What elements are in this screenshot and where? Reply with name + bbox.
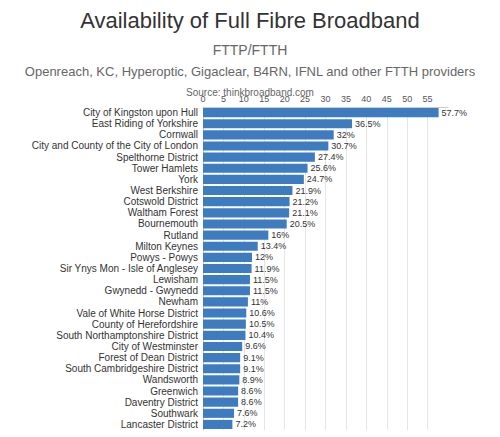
svg-text:11.9%: 11.9%	[255, 264, 280, 274]
svg-text:0: 0	[200, 93, 206, 104]
svg-text:36.5%: 36.5%	[355, 119, 381, 129]
svg-text:West Berkshire: West Berkshire	[130, 185, 198, 196]
svg-text:Daventry District: Daventry District	[125, 397, 199, 408]
svg-text:9.1%: 9.1%	[243, 353, 264, 363]
svg-text:7.2%: 7.2%	[235, 419, 256, 429]
svg-text:7.6%: 7.6%	[237, 408, 258, 418]
svg-text:8.9%: 8.9%	[242, 375, 263, 385]
svg-text:11%: 11%	[251, 297, 268, 307]
svg-text:Waltham Forest: Waltham Forest	[128, 207, 198, 218]
svg-text:Wandsworth: Wandsworth	[143, 374, 198, 385]
svg-text:East Riding of Yorkshire: East Riding of Yorkshire	[92, 118, 199, 129]
svg-text:Bournemouth: Bournemouth	[138, 218, 198, 229]
svg-text:25.6%: 25.6%	[311, 163, 337, 173]
svg-text:10: 10	[238, 93, 249, 104]
svg-text:8.6%: 8.6%	[241, 397, 262, 407]
svg-text:Powys - Powys: Powys - Powys	[130, 252, 198, 263]
svg-text:25: 25	[300, 93, 311, 104]
svg-text:20: 20	[279, 93, 290, 104]
svg-text:York: York	[178, 174, 199, 185]
svg-text:13.4%: 13.4%	[261, 241, 287, 251]
svg-text:Openreach, KC, Hyperoptic, Gig: Openreach, KC, Hyperoptic, Gigaclear, B4…	[25, 64, 476, 79]
svg-text:35: 35	[341, 94, 351, 104]
svg-text:9.1%: 9.1%	[243, 364, 264, 374]
svg-text:Newham: Newham	[159, 296, 198, 307]
svg-text:Source: thinkbroadband.com: Source: thinkbroadband.com	[186, 87, 314, 98]
svg-text:40: 40	[361, 94, 371, 104]
svg-text:21.1%: 21.1%	[292, 208, 318, 218]
svg-text:South Cambridgeshire District: South Cambridgeshire District	[65, 363, 198, 374]
svg-text:30.7%: 30.7%	[331, 141, 357, 151]
svg-text:9.6%: 9.6%	[245, 341, 266, 351]
svg-text:20.5%: 20.5%	[290, 219, 316, 229]
svg-text:Rutland: Rutland	[164, 230, 198, 241]
svg-text:32%: 32%	[337, 130, 355, 140]
svg-text:Gwynedd - Gwynedd: Gwynedd - Gwynedd	[105, 285, 198, 296]
svg-text:10.5%: 10.5%	[249, 319, 275, 329]
svg-text:15: 15	[259, 93, 270, 104]
svg-text:27.4%: 27.4%	[318, 152, 344, 162]
svg-text:Vale of White Horse District: Vale of White Horse District	[76, 308, 198, 319]
svg-text:Forest of Dean District: Forest of Dean District	[99, 352, 199, 363]
svg-text:City and County of the City of: City and County of the City of London	[32, 140, 198, 151]
svg-text:City of Westminster: City of Westminster	[112, 341, 199, 352]
svg-text:16%: 16%	[271, 230, 289, 240]
svg-text:Cornwall: Cornwall	[159, 129, 198, 140]
svg-text:5: 5	[220, 93, 226, 104]
svg-text:Spelthorne District: Spelthorne District	[116, 152, 198, 163]
svg-text:South Northamptonshire Distric: South Northamptonshire District	[56, 330, 198, 341]
svg-text:50: 50	[402, 94, 412, 104]
svg-text:Availability of Full Fibre Bro: Availability of Full Fibre Broadband	[80, 8, 420, 33]
svg-text:Sir Ynys Mon - Isle of Anglese: Sir Ynys Mon - Isle of Anglesey	[60, 263, 198, 274]
svg-text:Southwark: Southwark	[151, 408, 199, 419]
svg-text:10.4%: 10.4%	[248, 330, 274, 340]
svg-text:10.6%: 10.6%	[249, 308, 275, 318]
svg-text:21.9%: 21.9%	[295, 186, 321, 196]
svg-text:8.6%: 8.6%	[241, 386, 262, 396]
svg-text:Cotswold District: Cotswold District	[124, 196, 199, 207]
svg-text:21.2%: 21.2%	[293, 197, 319, 207]
svg-text:11.5%: 11.5%	[253, 275, 278, 285]
svg-text:City of Kingston upon Hull: City of Kingston upon Hull	[83, 107, 198, 118]
svg-text:11.5%: 11.5%	[253, 286, 278, 296]
svg-text:30: 30	[320, 94, 330, 104]
svg-text:45: 45	[382, 94, 392, 104]
svg-text:Greenwich: Greenwich	[150, 386, 198, 397]
svg-text:12%: 12%	[255, 252, 273, 262]
svg-text:Tower Hamlets: Tower Hamlets	[132, 163, 198, 174]
svg-text:Milton Keynes: Milton Keynes	[135, 241, 198, 252]
svg-text:County of Herefordshire: County of Herefordshire	[92, 319, 199, 330]
svg-text:55: 55	[423, 94, 433, 104]
svg-text:Lancaster District: Lancaster District	[121, 419, 198, 430]
svg-text:57.7%: 57.7%	[442, 108, 468, 118]
svg-text:Lewisham: Lewisham	[153, 274, 198, 285]
svg-text:FTTP/FTTH: FTTP/FTTH	[213, 42, 288, 58]
svg-text:24.7%: 24.7%	[307, 174, 333, 184]
